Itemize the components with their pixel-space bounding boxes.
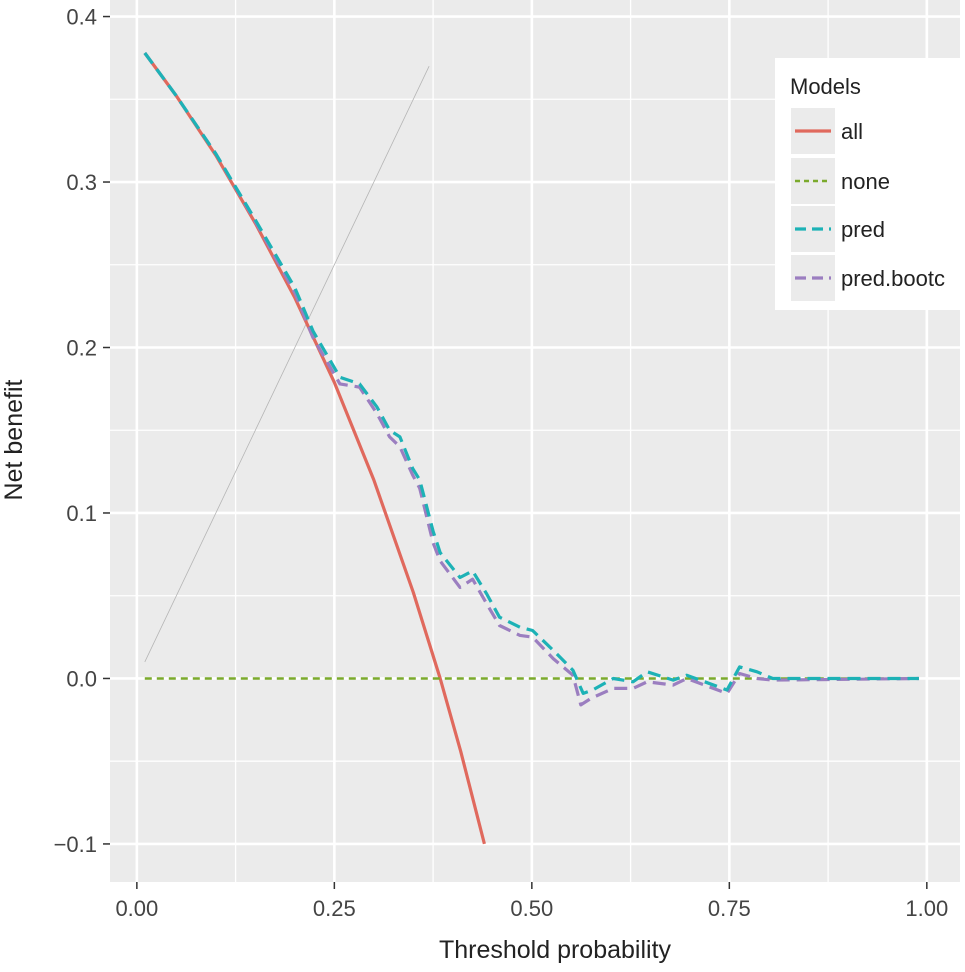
y-axis-label: Net benefit	[0, 379, 28, 500]
legend-label: pred	[841, 217, 885, 242]
y-tick-label: 0.1	[66, 501, 97, 526]
series-lines	[143, 52, 919, 845]
x-tick-label: 0.25	[313, 896, 356, 921]
x-tick-label: 0.75	[708, 896, 751, 921]
legend-label: all	[841, 119, 863, 144]
series-line-reference	[144, 66, 430, 663]
series-line-pred	[143, 52, 919, 696]
axes: 0.00 0.25 0.50 0.75 1.00 −0.1 0.0 0.1 0.2 0.3 0.4	[54, 5, 949, 921]
x-tick-label: 0.50	[510, 896, 553, 921]
legend-label: pred.bootc	[841, 266, 945, 291]
legend-label: none	[841, 169, 890, 194]
series-line-pred-bootc	[143, 52, 919, 707]
y-tick-label: −0.1	[54, 832, 97, 857]
y-tick-label: 0.3	[66, 170, 97, 195]
y-tick-label: 0.0	[66, 666, 97, 691]
x-tick-label: 1.00	[905, 896, 948, 921]
legend: Models all none pred pred.bootc	[775, 58, 965, 310]
y-tick-label: 0.2	[66, 336, 97, 361]
x-tick-label: 0.00	[115, 896, 158, 921]
x-axis-label: Threshold probability	[439, 936, 672, 964]
y-tick-label: 0.4	[66, 5, 97, 30]
legend-title: Models	[790, 74, 861, 99]
